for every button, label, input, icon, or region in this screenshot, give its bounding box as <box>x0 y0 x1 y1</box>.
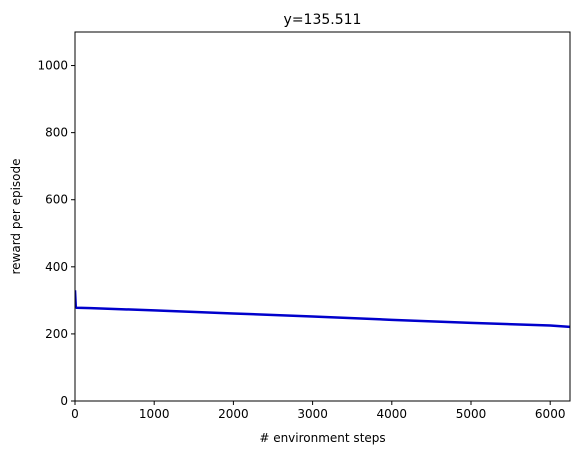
plot-frame <box>74 31 571 402</box>
x-tick-label: 6000 <box>535 407 566 421</box>
x-tick-label: 2000 <box>218 407 249 421</box>
x-axis-label: # environment steps <box>259 431 385 445</box>
x-tick-label: 0 <box>71 407 79 421</box>
y-tick-label: 200 <box>45 327 68 341</box>
x-tick-label: 5000 <box>456 407 487 421</box>
y-axis-label: reward per episode <box>9 158 23 274</box>
plot-area <box>74 31 571 402</box>
y-tick-label: 400 <box>45 260 68 274</box>
x-axis-ticks: 0 1000 2000 3000 4000 5000 6000 <box>71 401 565 421</box>
y-tick-label: 1000 <box>37 59 68 73</box>
series-line-reward <box>75 290 570 329</box>
x-tick-label: 1000 <box>139 407 170 421</box>
y-tick-label: 0 <box>60 394 68 408</box>
chart-title: y=135.511 <box>284 12 362 28</box>
y-tick-label: 800 <box>45 126 68 140</box>
y-tick-label: 600 <box>45 193 68 207</box>
x-tick-label: 3000 <box>297 407 328 421</box>
x-tick-label: 4000 <box>377 407 408 421</box>
y-axis-ticks: 0 200 400 600 800 1000 <box>37 59 75 408</box>
